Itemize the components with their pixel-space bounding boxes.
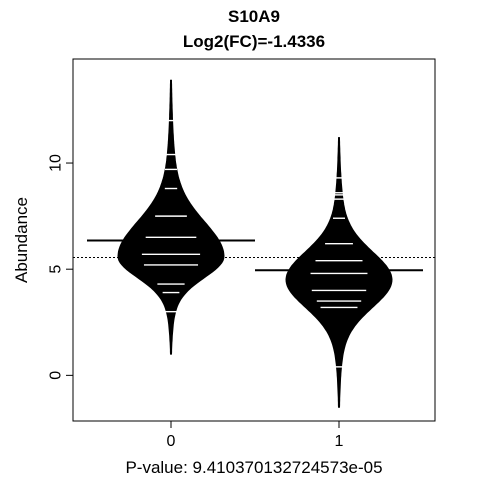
beans-layer [118,80,392,407]
y-axis: 0 5 10 [48,154,74,380]
chart-title: S10A9 [228,7,280,26]
y-tick-label: 10 [48,154,65,172]
x-axis-label: P-value: 9.410370132724573e-05 [125,458,382,477]
bean-0-density [118,80,224,354]
x-tick-label: 0 [167,433,176,450]
y-tick-label: 5 [48,265,65,274]
y-axis-label: Abundance [12,197,31,283]
x-tick-label: 1 [335,433,344,450]
chart-subtitle: Log2(FC)=-1.4336 [183,32,325,51]
y-tick-label: 0 [48,371,65,380]
